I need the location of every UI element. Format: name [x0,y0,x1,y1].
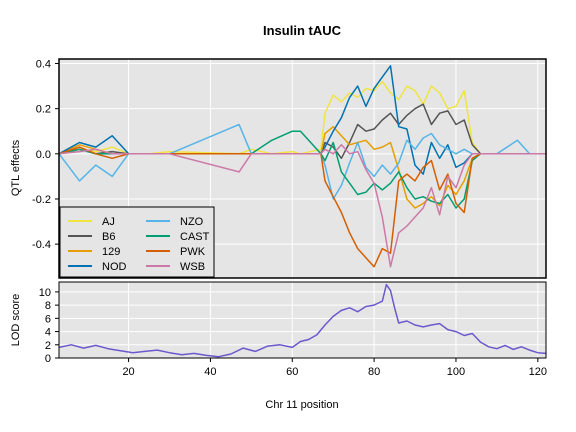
lod-y-tick-label: 10 [39,287,51,299]
lod-y-axis-title: LOD score [10,294,22,347]
lod-x-ticks: 20 40 60 80 100 120 [122,358,547,378]
legend-label-pwk: PWK [180,246,206,258]
effects-y-tick-label: -0.4 [32,239,51,251]
lod-series-lines [58,283,547,358]
lod-y-tick-label: 6 [45,313,51,325]
x-tick-label: 80 [368,366,380,378]
x-tick-label: 60 [286,366,298,378]
legend-label-b6: B6 [102,231,115,243]
effects-y-ticks: -0.4 -0.2 0.0 0.2 0.4 [32,59,59,251]
lod-plot-border [58,281,547,359]
legend-label-wsb: WSB [180,261,205,273]
effects-series-lines [58,65,546,268]
effects-y-tick-label: -0.2 [32,194,51,206]
legend-label-nzo: NZO [180,216,204,228]
legend-label-cast: CAST [180,231,210,243]
effects-plot-border [58,58,547,279]
chart-title: Insulin tAUC [263,23,342,38]
lod-y-tick-label: 2 [45,340,51,352]
legend-label-129: 129 [102,246,120,258]
legend-items: AJ B6 129 NOD NZO CAST PWK WSB [68,216,210,273]
legend-label-aj: AJ [102,216,115,228]
lod-series-line [58,283,547,358]
legend-label-nod: NOD [102,261,127,273]
x-tick-label: 100 [447,366,465,378]
x-axis-title: Chr 11 position [265,399,338,411]
lod-y-tick-label: 0 [45,353,51,365]
lod-plot-background [59,282,546,358]
x-tick-label: 120 [529,366,547,378]
lod-y-tick-label: 4 [45,327,51,339]
lod-y-tick-label: 8 [45,300,51,312]
series-line-wsb [58,144,546,268]
effects-y-tick-label: 0.0 [36,149,51,161]
effects-y-tick-label: 0.4 [36,59,51,71]
effects-y-tick-label: 0.2 [36,104,51,116]
x-tick-label: 20 [122,366,134,378]
x-tick-label: 40 [204,366,216,378]
legend: AJ B6 129 NOD NZO CAST PWK WSB [59,206,215,278]
effects-y-axis-title: QTL effects [10,139,22,196]
effects-panel: -0.4 -0.2 0.0 0.2 0.4 QTL effects AJ B6 129 NOD… [10,58,547,279]
